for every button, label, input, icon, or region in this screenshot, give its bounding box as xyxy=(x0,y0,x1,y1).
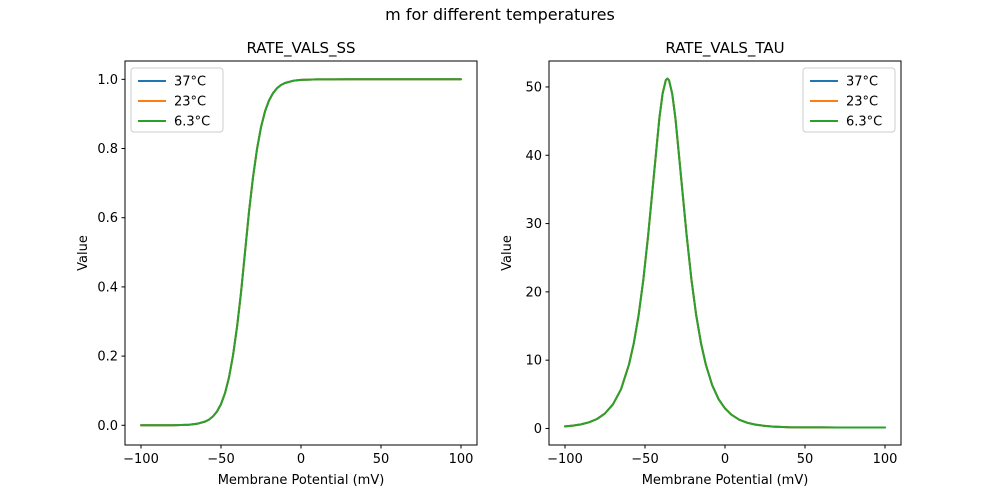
legend-box xyxy=(130,67,224,133)
y-tick-label: 40 xyxy=(525,149,542,164)
legend-label: 37°C xyxy=(846,75,878,90)
legend: 37°C 23°C 6.3°C xyxy=(802,67,896,133)
y-tick-label: 0 xyxy=(534,422,542,437)
y-tick-label: 1.0 xyxy=(97,73,118,88)
x-tick-label: −100 xyxy=(547,452,583,467)
y-tick-label: 0.8 xyxy=(97,142,118,157)
y-tick-label: 0.4 xyxy=(97,280,118,295)
subplot-title: RATE_VALS_SS xyxy=(246,39,355,58)
x-tick-label: −100 xyxy=(123,452,159,467)
x-tick-label: −50 xyxy=(207,452,234,467)
axes-RATE_VALS_SS: RATE_VALS_SS −100 −50 0 50 100 0.0 0.2 0.4 0.6 0.8… xyxy=(76,39,478,488)
y-tick-label: 20 xyxy=(525,285,542,300)
x-tick-label: −50 xyxy=(631,452,658,467)
legend: 37°C 23°C 6.3°C xyxy=(130,67,224,133)
x-axis-label: Membrane Potential (mV) xyxy=(642,473,809,488)
x-tick-label: 100 xyxy=(449,452,474,467)
plot-frame xyxy=(124,60,478,446)
y-axis-label: Value xyxy=(76,235,91,271)
plot-frame xyxy=(548,60,902,446)
legend-box xyxy=(802,67,896,133)
legend-label: 23°C xyxy=(846,95,878,110)
y-tick-label: 0.0 xyxy=(97,419,118,434)
y-tick-label: 10 xyxy=(525,354,542,369)
y-tick-label: 50 xyxy=(525,80,542,95)
y-tick-label: 0.6 xyxy=(97,211,118,226)
legend-label: 6.3°C xyxy=(846,115,882,130)
legend-label: 6.3°C xyxy=(174,115,210,130)
axes-RATE_VALS_TAU: RATE_VALS_TAU −100 −50 0 50 100 0 10 20 30 40 50 Mem… xyxy=(500,39,902,488)
figure-title: m for different temperatures xyxy=(385,5,615,24)
curve-6.3°C xyxy=(564,77,886,429)
y-tick-label: 0.2 xyxy=(97,350,118,365)
x-axis-label: Membrane Potential (mV) xyxy=(218,473,385,488)
x-tick-label: 100 xyxy=(873,452,898,467)
legend-label: 23°C xyxy=(174,95,206,110)
x-tick-label: 0 xyxy=(721,452,729,467)
x-tick-label: 50 xyxy=(373,452,390,467)
y-axis-label: Value xyxy=(500,235,515,271)
y-tick-label: 30 xyxy=(525,217,542,232)
legend-label: 37°C xyxy=(174,75,206,90)
subplot-title: RATE_VALS_TAU xyxy=(665,39,784,58)
x-tick-label: 50 xyxy=(797,452,814,467)
curve-6.3°C xyxy=(140,78,462,427)
x-tick-label: 0 xyxy=(297,452,305,467)
